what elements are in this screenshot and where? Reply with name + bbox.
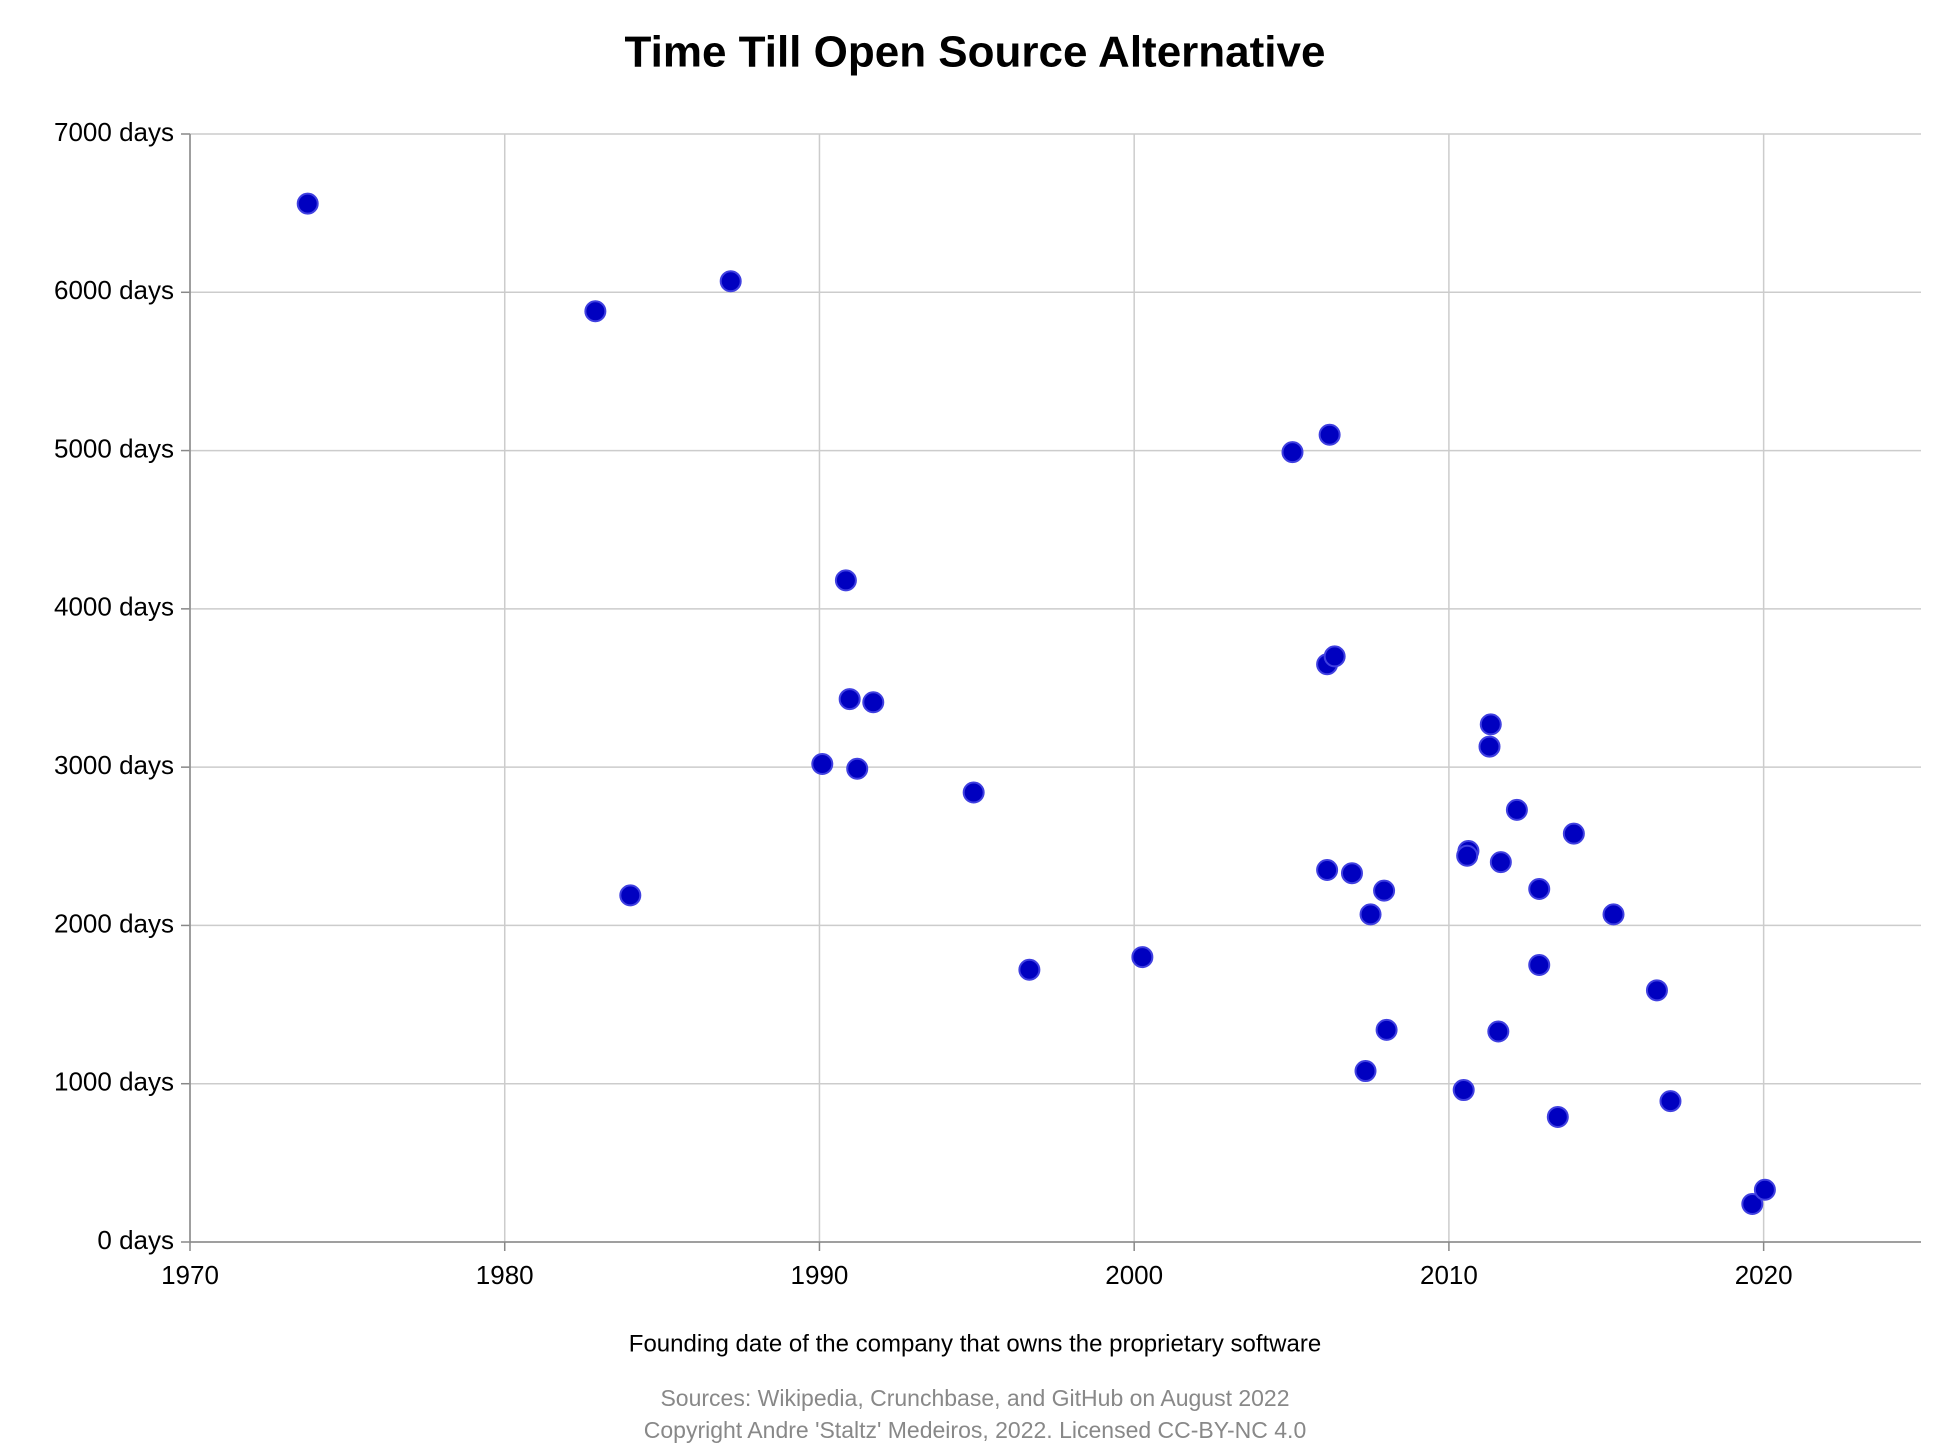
x-tick-label: 2010 <box>1420 1260 1478 1290</box>
x-axis-label: Founding date of the company that owns t… <box>629 1330 1321 1357</box>
y-tick-label: 5000 days <box>54 433 174 463</box>
point <box>1741 1193 1764 1216</box>
point <box>584 300 607 323</box>
copyright-note: Copyright Andre 'Staltz' Medeiros, 2022.… <box>644 1417 1307 1443</box>
point <box>1528 878 1551 901</box>
point <box>1340 862 1363 885</box>
point <box>1479 713 1502 736</box>
point <box>1375 1018 1398 1041</box>
point <box>1452 1079 1475 1102</box>
point <box>1323 645 1346 668</box>
point <box>1456 844 1479 867</box>
source-note: Sources: Wikipedia, Crunchbase, and GitH… <box>660 1385 1289 1411</box>
point <box>1487 1020 1510 1043</box>
point <box>1318 423 1341 446</box>
point <box>1659 1090 1682 1113</box>
point <box>1281 441 1304 464</box>
point <box>1505 798 1528 821</box>
point <box>1645 979 1668 1002</box>
y-tick-label: 6000 days <box>54 275 174 305</box>
point <box>846 757 869 780</box>
point <box>1018 958 1041 981</box>
x-tick-label: 1980 <box>476 1260 534 1290</box>
point <box>834 569 857 592</box>
y-tick-label: 7000 days <box>54 117 174 147</box>
point <box>838 688 861 711</box>
y-tick-label: 3000 days <box>54 750 174 780</box>
x-tick-label: 2020 <box>1735 1260 1793 1290</box>
point <box>1753 1178 1776 1201</box>
point <box>1546 1105 1569 1128</box>
y-tick-label: 0 days <box>97 1225 174 1255</box>
point <box>1562 822 1585 845</box>
x-tick-label: 2000 <box>1105 1260 1163 1290</box>
point <box>1316 859 1339 882</box>
point <box>1359 903 1382 926</box>
y-tick-label: 1000 days <box>54 1067 174 1097</box>
chart-title: Time Till Open Source Alternative <box>625 28 1326 77</box>
point <box>1602 903 1625 926</box>
y-tick-label: 4000 days <box>54 592 174 622</box>
point <box>1528 954 1551 976</box>
point <box>1489 851 1512 874</box>
point <box>719 270 742 293</box>
point <box>962 781 985 804</box>
point <box>811 752 834 775</box>
point <box>862 691 885 714</box>
y-tick-label: 2000 days <box>54 908 174 938</box>
point <box>619 884 642 907</box>
point <box>1478 735 1501 758</box>
point <box>1354 1060 1377 1083</box>
point <box>1131 946 1154 969</box>
x-tick-label: 1970 <box>161 1260 219 1290</box>
x-tick-label: 1990 <box>791 1260 849 1290</box>
point <box>1373 879 1396 902</box>
point <box>296 192 319 215</box>
